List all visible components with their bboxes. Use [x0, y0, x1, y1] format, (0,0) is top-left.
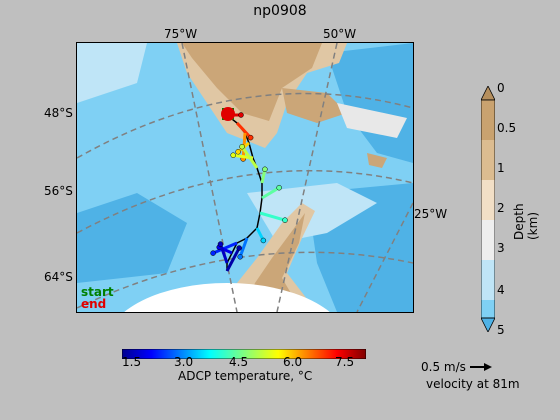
velocity-vector [225, 247, 241, 272]
south-america-land [182, 43, 322, 121]
temp-tick-1: 3.0 [174, 355, 194, 369]
depth-tick-0: 0 [497, 81, 505, 95]
temperature-axis-label: ADCP temperature, °C [178, 369, 313, 383]
velocity-vector [259, 211, 286, 222]
deep-ocean-sw [77, 193, 187, 283]
velocity-vector-head [260, 237, 267, 244]
velocity-depth-label: velocity at 81m [426, 377, 520, 391]
temp-tick-0: 1.5 [122, 355, 142, 369]
velocity-vector [219, 243, 229, 264]
parallel-56s [77, 169, 413, 234]
end-marker [221, 107, 235, 121]
velocity-vector [240, 145, 259, 169]
depth-colorbar [480, 85, 496, 333]
meridian-50w [276, 43, 338, 312]
lon-label-75w: 75°W [164, 27, 198, 41]
depth-colorbar-svg [480, 85, 496, 333]
shallow-nw [77, 43, 147, 103]
graticule [77, 43, 413, 312]
velocity-vector-head [276, 184, 282, 191]
velocity-vector [212, 241, 238, 255]
velocity-vector-head [282, 217, 288, 223]
velocity-scale-arrow [470, 363, 492, 371]
parallel-64s [77, 251, 413, 309]
burdwood-shelf [337, 103, 407, 138]
velocity-vector-head [262, 166, 268, 173]
depth-band-3 [481, 220, 495, 260]
legend-end-label: end [81, 297, 107, 311]
depth-band-0 [481, 100, 495, 140]
lat-label-56s: 56°S [44, 184, 73, 198]
lon-label-50w: 50°W [323, 27, 357, 41]
chart-title: np0908 [253, 3, 307, 19]
depth-tick-3: 2 [497, 201, 505, 215]
velocity-vector-head [247, 134, 254, 141]
velocity-vector-head [210, 250, 216, 256]
temp-tick-2: 4.5 [229, 355, 249, 369]
falklands-plateau [282, 88, 347, 123]
velocity-vector [238, 237, 249, 258]
temp-tick-3: 6.0 [283, 355, 303, 369]
depth-band-2 [481, 180, 495, 220]
antarctic-ice [124, 283, 330, 312]
meridian-25w [356, 202, 413, 312]
velocity-vector-head [236, 245, 242, 251]
map-panel [76, 42, 414, 313]
velocity-vector-head [238, 112, 244, 118]
depth-band-4 [481, 260, 495, 300]
velocity-vector-head [230, 152, 236, 158]
parallel-48s [77, 92, 413, 159]
depth-cbar-bottom-arrow [480, 317, 496, 333]
depth-tick-4: 3 [497, 241, 505, 255]
temp-tick-4: 7.5 [335, 355, 355, 369]
depth-tick-6: 5 [497, 323, 505, 337]
depth-band-1 [481, 140, 495, 180]
velocity-vector [235, 121, 252, 139]
depth-band-5 [481, 300, 495, 318]
legend-start-label: start [81, 285, 114, 299]
velocity-scale-label: 0.5 m/s [421, 360, 466, 374]
lat-label-48s: 48°S [44, 106, 73, 120]
depth-cbar-top-arrow [480, 85, 496, 101]
velocity-vector-head [217, 241, 224, 247]
temperature-colorbar [121, 344, 367, 360]
velocity-vector-head [235, 149, 241, 155]
lon-label-25w: 25°W [414, 207, 448, 221]
depth-tick-5: 4 [497, 283, 505, 297]
depth-tick-1: 0.5 [497, 121, 517, 135]
velocity-vector-head [237, 254, 243, 260]
velocity-vectors [210, 112, 288, 272]
velocity-vector-head [239, 143, 245, 150]
lat-label-64s: 64°S [44, 270, 73, 284]
depth-axis-label: Depth (km) [512, 203, 540, 240]
bathymetry-map [77, 43, 413, 312]
depth-tick-2: 1 [497, 161, 505, 175]
meridian-75w [181, 43, 238, 312]
velocity-vector [261, 186, 280, 200]
island-south-georgia [367, 153, 387, 168]
